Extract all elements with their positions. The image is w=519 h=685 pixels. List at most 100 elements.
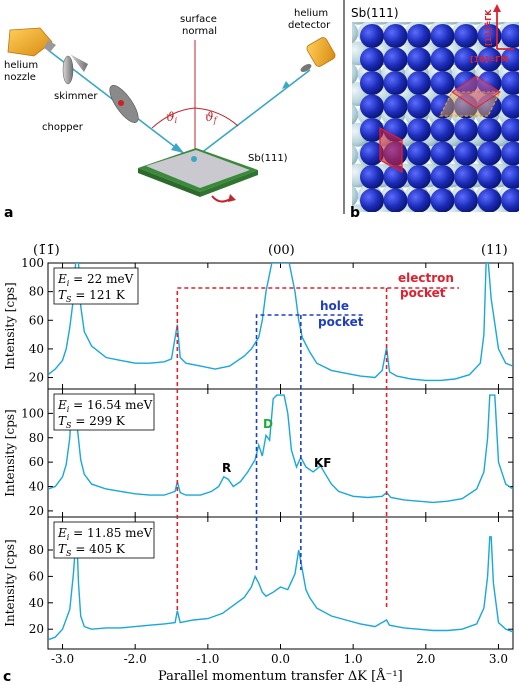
skimmer (62, 54, 88, 85)
atom-top (501, 71, 519, 95)
atom-top (477, 188, 502, 212)
y-axis-label: Intensity [cps] (3, 282, 17, 369)
x-tick-label: -2.0 (124, 652, 147, 666)
atom-top (407, 188, 431, 212)
atom-top (407, 24, 431, 48)
helium-detector (300, 37, 336, 72)
x-tick-label: 1.0 (344, 652, 363, 666)
atom-bottom (397, 22, 413, 25)
spectrum-line (48, 536, 513, 641)
panel-b-title: Sb(111) (351, 6, 399, 20)
atom-top (360, 188, 384, 212)
y-tick-label: 60 (29, 455, 44, 469)
info-box (53, 521, 155, 559)
theta-i-arc (151, 107, 196, 129)
atom-bottom (352, 63, 359, 85)
dir-11-label: [11]≙ΓK (484, 9, 493, 46)
x-tick-label: 3.0 (489, 652, 508, 666)
info-temperature: TS = 121 K (58, 288, 126, 304)
atom-top (360, 94, 384, 119)
x-tick-label: 0.0 (271, 652, 290, 666)
hole-pocket-box (255, 314, 363, 570)
top-tick-11: (11) (481, 243, 508, 258)
atom-top (430, 141, 455, 166)
atom-top (430, 94, 455, 119)
atom-top (430, 47, 455, 72)
atom-bottom (352, 185, 359, 207)
spectrum-panel-3: 20 40 60 80 Intensity [cps] Ei = 11.85 meVTS … (3, 516, 514, 666)
electron-label-2: pocket (400, 286, 446, 300)
surface-normal-label-1: surface (180, 14, 217, 25)
atom-top (407, 47, 431, 72)
atom-bottom (467, 22, 484, 25)
atom-top (501, 47, 519, 72)
label-D: D (263, 417, 273, 431)
detector-label-2: detector (288, 20, 331, 31)
atom-bottom (420, 22, 437, 25)
scattered-beam (191, 69, 311, 161)
atom-bottom (352, 144, 359, 166)
detector-label-1: helium (294, 8, 328, 19)
x-tick-label: 2.0 (416, 652, 435, 666)
atom-top (430, 118, 455, 142)
atom-top (501, 94, 519, 119)
y-tick-label: 100 (21, 256, 44, 270)
atom-top (477, 165, 502, 189)
sample-label: Sb(111) (248, 153, 288, 164)
y-tick-label: 80 (29, 285, 44, 299)
y-tick-label: 20 (29, 371, 44, 385)
y-axis-label: Intensity [cps] (3, 409, 17, 496)
panel-a: helium nozzle skimmer chopper surface no… (4, 8, 336, 221)
x-tick-label: -1.0 (196, 652, 219, 666)
atom-bottom (352, 103, 359, 125)
spectrum-panel-2: 20 40 60 80 100 Intensity [cps] Ei = 16.54 meV… (3, 388, 514, 518)
atom-top (501, 118, 519, 142)
atom-top (501, 188, 519, 212)
atom-top (407, 141, 431, 166)
atom-top (454, 165, 478, 189)
atom-bottom (352, 22, 366, 25)
spectrum-line (48, 263, 513, 382)
atom-top (477, 47, 502, 72)
spectrum-panel-1: 20 40 60 80 100 Intensity [cps] Ei = 22 meVTS … (3, 256, 514, 390)
atom-top (454, 141, 478, 166)
theta-f-label: ϑf (205, 110, 219, 125)
cell-red (379, 126, 403, 174)
panel-c-letter: c (3, 669, 11, 685)
hole-label-1: hole (320, 299, 349, 313)
lattice-inner (352, 22, 519, 212)
y-tick-label: 40 (29, 596, 44, 610)
info-energy: Ei = 16.54 meV (57, 398, 153, 414)
info-energy: Ei = 22 meV (57, 272, 134, 288)
atom-top (360, 47, 384, 72)
panel-b-letter: b (350, 205, 360, 221)
electron-pocket-box (176, 287, 459, 610)
chopper (109, 85, 139, 123)
info-box (53, 393, 155, 431)
atom-top (430, 165, 455, 189)
atom-top (360, 71, 384, 95)
label-R: R (222, 461, 231, 475)
atom-top (360, 141, 384, 166)
skimmer-label: skimmer (54, 91, 98, 102)
atom-top (454, 47, 478, 72)
y-tick-label: 100 (21, 406, 44, 420)
atom-top (477, 118, 502, 142)
atom-top (407, 94, 431, 119)
top-tick-m11: (1̄1̄) (33, 243, 60, 258)
atom-bottom (352, 22, 359, 44)
y-tick-label: 80 (29, 431, 44, 445)
atom-top (383, 94, 408, 119)
hole-label-2: pocket (318, 315, 364, 329)
info-temperature: TS = 405 K (58, 542, 126, 558)
atom-top (501, 165, 519, 189)
atom-top (383, 188, 408, 212)
info-box (53, 267, 139, 305)
panel-b: Sb(111) b [11]≙ΓK [10]≙ΓM (350, 4, 519, 221)
y-tick-label: 20 (29, 504, 44, 518)
sample-sb111 (138, 148, 258, 203)
atom-top (407, 165, 431, 189)
info-temperature: TS = 299 K (58, 414, 126, 430)
atom-bottom (444, 22, 460, 25)
